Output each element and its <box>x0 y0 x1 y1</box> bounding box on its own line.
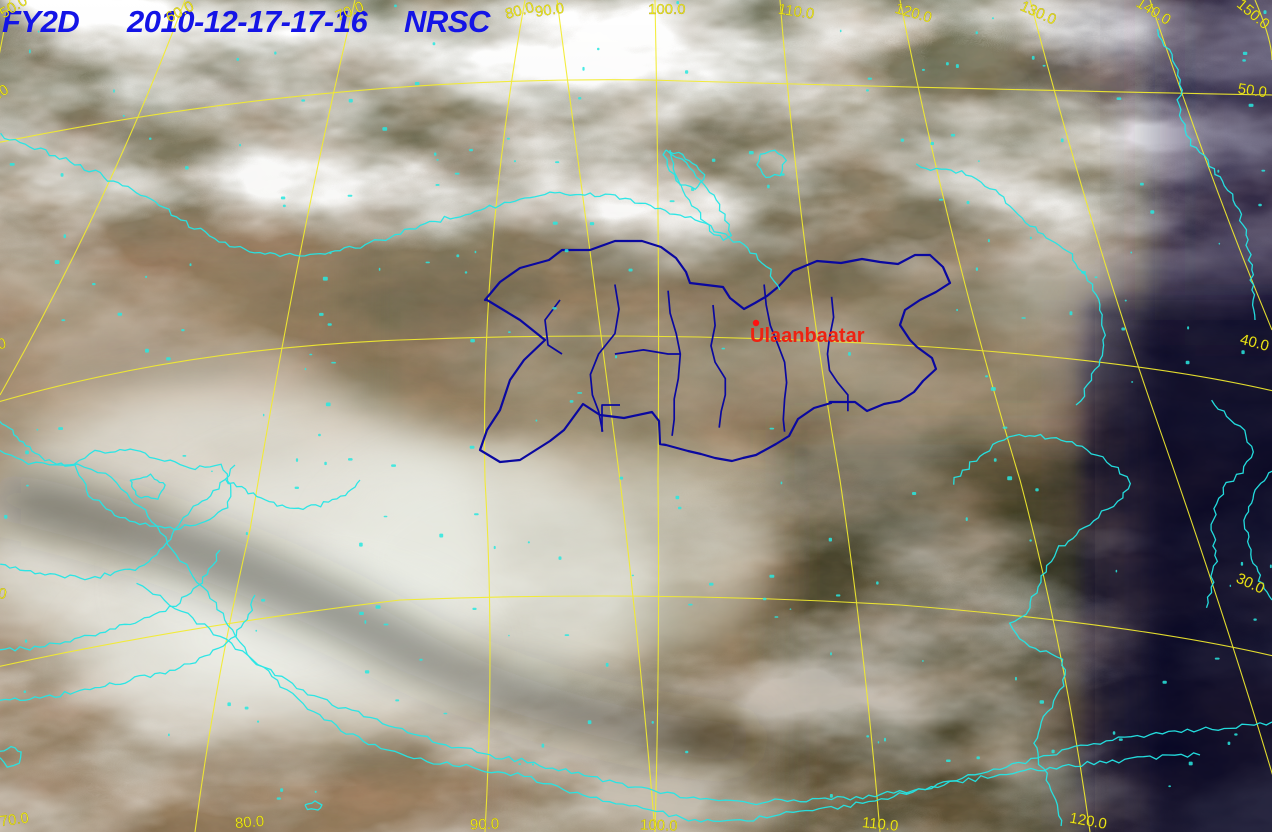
svg-text:110.0: 110.0 <box>861 814 899 832</box>
svg-text:NRSC: NRSC <box>404 4 491 39</box>
svg-text:80.0: 80.0 <box>234 813 265 832</box>
svg-text:Ulaanbaatar: Ulaanbaatar <box>750 325 865 347</box>
svg-text:100.0: 100.0 <box>640 816 678 832</box>
svg-text:90.0: 90.0 <box>470 816 500 832</box>
svg-text:100.0: 100.0 <box>648 1 686 18</box>
